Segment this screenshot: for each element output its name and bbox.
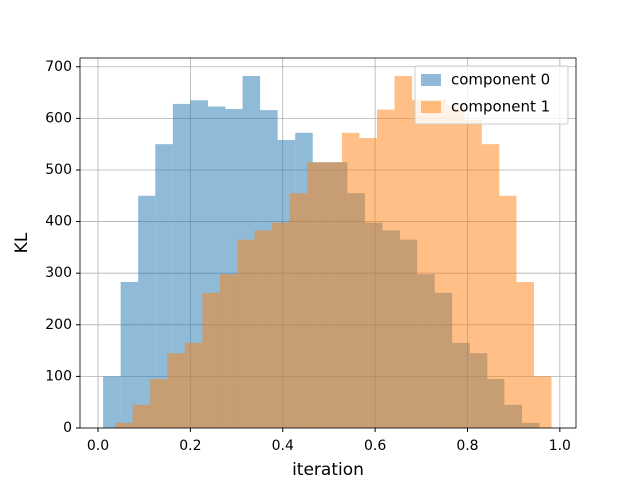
y-tick-label: 200 bbox=[45, 317, 72, 333]
x-tick-label: 0.8 bbox=[456, 438, 478, 454]
bar bbox=[132, 404, 151, 428]
x-tick-label: 1.0 bbox=[549, 438, 571, 454]
bar bbox=[324, 162, 342, 429]
bar bbox=[272, 222, 290, 428]
bar bbox=[150, 378, 168, 428]
bar bbox=[115, 422, 133, 428]
bar bbox=[219, 274, 238, 428]
y-tick-label: 500 bbox=[45, 162, 72, 178]
bar bbox=[394, 76, 413, 428]
bar bbox=[202, 292, 220, 428]
bar bbox=[359, 137, 377, 428]
bar bbox=[237, 239, 255, 428]
bar bbox=[376, 109, 395, 428]
x-tick-label: 0.2 bbox=[179, 438, 201, 454]
bar bbox=[533, 376, 552, 428]
bar bbox=[516, 281, 534, 428]
bar bbox=[184, 342, 203, 428]
y-tick-label: 600 bbox=[45, 110, 72, 126]
bar bbox=[307, 162, 325, 429]
bar bbox=[429, 99, 447, 428]
legend-label: component 1 bbox=[451, 98, 550, 116]
x-axis-label: iteration bbox=[292, 460, 364, 480]
y-tick-label: 0 bbox=[63, 420, 72, 436]
y-tick-label: 400 bbox=[45, 214, 72, 230]
bar bbox=[341, 132, 360, 428]
y-axis-label: KL bbox=[12, 232, 32, 253]
x-tick-label: 0.6 bbox=[364, 438, 386, 454]
legend-swatch bbox=[421, 74, 441, 86]
y-tick-label: 700 bbox=[45, 59, 72, 75]
legend-box bbox=[414, 65, 569, 125]
legend-label: component 0 bbox=[451, 71, 550, 89]
bar bbox=[254, 230, 273, 428]
bar bbox=[103, 376, 121, 428]
y-tick-label: 100 bbox=[45, 368, 72, 384]
bar bbox=[138, 195, 156, 428]
bar bbox=[412, 99, 430, 428]
plot-frame bbox=[79, 57, 577, 429]
bar bbox=[120, 281, 139, 428]
x-tick-label: 0.0 bbox=[87, 438, 109, 454]
legend-swatch bbox=[421, 101, 441, 113]
bar bbox=[481, 144, 500, 428]
y-tick-label: 300 bbox=[45, 265, 72, 281]
bar bbox=[499, 195, 517, 428]
bar bbox=[289, 193, 308, 428]
bar bbox=[446, 105, 465, 429]
bar bbox=[464, 119, 482, 428]
x-tick-label: 0.4 bbox=[272, 438, 294, 454]
bar bbox=[167, 353, 185, 428]
